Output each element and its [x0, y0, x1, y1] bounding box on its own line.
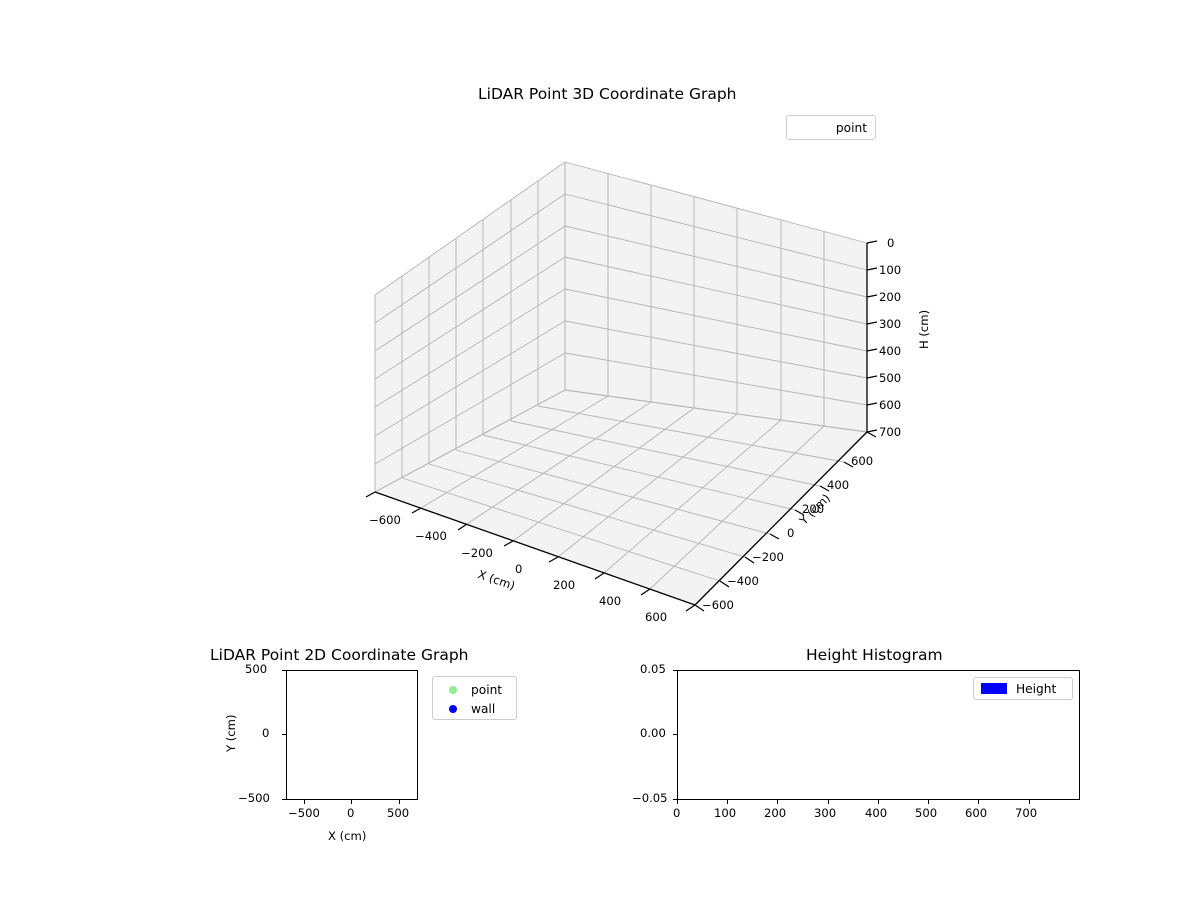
plot3d-ztick-7: 700 [879, 425, 902, 439]
plot3d-ytick-4: 200 [802, 502, 825, 516]
plot3d-zaxis-label: H (cm) [917, 309, 931, 349]
plot3d-axes[interactable] [300, 140, 940, 640]
plot3d-ytick-3: 0 [787, 526, 795, 540]
hist-xtick-mark-0 [677, 800, 679, 804]
plot3d-ztick-4: 400 [879, 344, 902, 358]
plot2d-legend-label-wall: wall [471, 701, 496, 716]
plot2d-xtick-label-2: 500 [387, 806, 410, 820]
plot2d-xaxis-label: X (cm) [328, 829, 367, 843]
plot2d-ytick-label-0: 500 [245, 662, 268, 676]
plot2d-xtick-mark-500 [399, 800, 401, 804]
plot3d-zticks [866, 240, 878, 433]
hist-ytick-mark-0 [673, 670, 677, 672]
histogram-title: Height Histogram [806, 646, 943, 664]
hist-xtick-label-0: 0 [673, 806, 681, 820]
plot3d-xtick-4: 200 [553, 578, 576, 592]
hist-xtick-label-6: 600 [965, 806, 988, 820]
plot3d-title: LiDAR Point 3D Coordinate Graph [478, 85, 737, 103]
plot3d-ztick-3: 300 [879, 317, 902, 331]
hist-xtick-mark-7 [1029, 800, 1031, 804]
plot2d-ytick-mark-neg500 [282, 799, 286, 801]
hist-xtick-mark-1 [727, 800, 729, 804]
plot2d-title: LiDAR Point 2D Coordinate Graph [210, 646, 469, 664]
plot2d-xtick-label-0: −500 [288, 806, 320, 820]
plot3d-xtick-2: −200 [461, 546, 493, 560]
plot2d-xtick-mark-neg500 [304, 800, 306, 804]
plot2d-xtick-label-1: 0 [347, 806, 355, 820]
plot3d-legend[interactable]: point [786, 115, 876, 140]
plot3d-xtick-0: −600 [369, 513, 401, 527]
hist-ytick-label-1: 0.00 [640, 726, 666, 740]
hist-ytick-label-2: −0.05 [632, 791, 668, 805]
plot3d-xticks [365, 491, 696, 612]
plot3d-legend-label-point: point [835, 120, 867, 135]
plot3d-ytick-0: −600 [702, 598, 734, 612]
plot2d-ytick-mark-0 [282, 734, 286, 736]
legend-marker-point-icon [449, 685, 457, 694]
legend-marker-wall-icon [449, 704, 457, 713]
plot2d-ytick-label-1: 0 [262, 726, 270, 740]
hist-xtick-mark-4 [878, 800, 880, 804]
hist-xtick-mark-2 [777, 800, 779, 804]
hist-xtick-label-1: 100 [714, 806, 737, 820]
hist-xtick-label-7: 700 [1015, 806, 1038, 820]
hist-xtick-label-2: 200 [764, 806, 787, 820]
histogram-legend[interactable]: Height [973, 677, 1073, 700]
hist-ytick-mark-1 [673, 734, 677, 736]
plot3d-ztick-6: 600 [879, 398, 902, 412]
plot2d-legend-entry-point[interactable]: point [433, 680, 516, 699]
plot2d-legend[interactable]: point wall [432, 676, 517, 720]
plot3d-xtick-1: −400 [415, 529, 447, 543]
hist-xtick-mark-5 [928, 800, 930, 804]
hist-ytick-mark-2 [673, 799, 677, 801]
plot2d-legend-label-point: point [471, 682, 503, 697]
plot3d-ytick-6: 600 [851, 454, 874, 468]
hist-xtick-label-5: 500 [915, 806, 938, 820]
plot3d-canvas [365, 161, 878, 612]
plot3d-ztick-2: 200 [879, 290, 902, 304]
plot3d-ztick-1: 100 [879, 263, 902, 277]
plot2d-yaxis-label: Y (cm) [224, 714, 238, 752]
plot3d-xtick-3: 0 [515, 562, 523, 576]
plot3d-ytick-1: −400 [727, 574, 759, 588]
plot3d-yticks [694, 431, 877, 612]
plot3d-xtick-6: 600 [645, 610, 668, 624]
legend-swatch-height-icon [981, 683, 1007, 694]
hist-xtick-mark-6 [978, 800, 980, 804]
hist-xtick-label-4: 400 [865, 806, 888, 820]
plot2d-ytick-label-2: −500 [238, 791, 270, 805]
plot3d-ytick-5: 400 [827, 478, 850, 492]
plot2d-xtick-mark-0 [351, 800, 353, 804]
hist-xtick-mark-3 [828, 800, 830, 804]
plot3d-xtick-5: 400 [599, 594, 622, 608]
plot3d-spines [374, 243, 868, 606]
plot3d-ztick-5: 500 [879, 371, 902, 385]
plot2d-axes[interactable] [286, 670, 418, 800]
plot2d-ytick-mark-500 [282, 670, 286, 672]
plot3d-ztick-0: 0 [887, 236, 895, 250]
histogram-legend-label-height: Height [1016, 681, 1057, 696]
plot3d-ytick-2: −200 [752, 550, 784, 564]
plot2d-legend-entry-wall[interactable]: wall [433, 699, 516, 718]
hist-xtick-label-3: 300 [814, 806, 837, 820]
hist-ytick-label-0: 0.05 [640, 662, 666, 676]
